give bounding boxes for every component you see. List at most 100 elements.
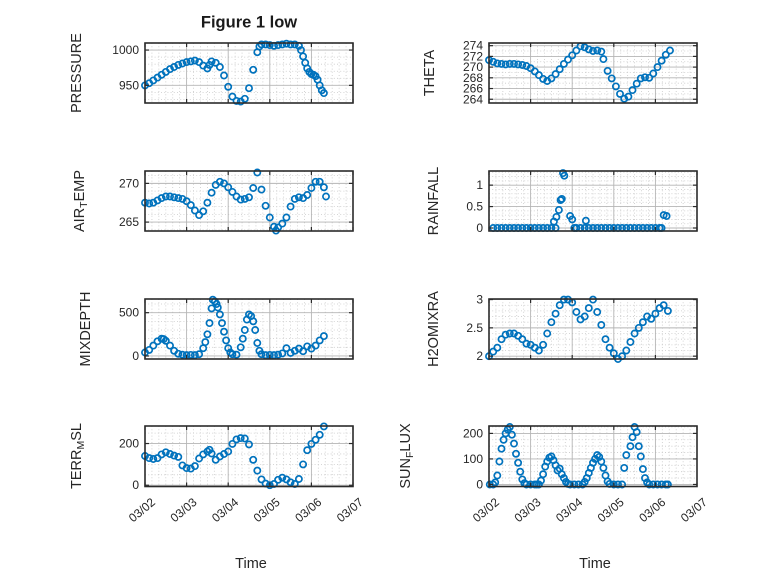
data-point	[622, 346, 631, 355]
data-point	[555, 65, 564, 74]
ylabel-text: H2OMIXRA	[426, 291, 442, 367]
data-point	[626, 442, 635, 451]
data-point	[178, 350, 187, 359]
data-point	[166, 192, 174, 201]
data-point	[653, 480, 662, 489]
y-tick-label: 274	[463, 39, 483, 53]
data-point	[253, 168, 262, 177]
data-point	[512, 449, 520, 458]
data-point	[170, 451, 179, 460]
data-point	[195, 350, 204, 359]
data-point	[628, 86, 637, 95]
data-point	[497, 444, 506, 453]
data-point	[299, 460, 308, 469]
data-point	[539, 470, 548, 479]
data-point	[501, 60, 510, 69]
data-point	[307, 439, 316, 448]
ylabel-text-post: SL	[69, 423, 85, 441]
data-point	[510, 439, 518, 448]
data-point	[593, 46, 602, 55]
subplot-sun_flux: 0 100 200 03/02 03/03 03/04 03/05 03/06 03/07	[463, 423, 710, 525]
data-point	[539, 340, 548, 349]
subplot-h2omixra: 22.53	[466, 293, 698, 363]
data-point	[166, 450, 174, 458]
x-tick-label: 03/04	[209, 495, 241, 525]
data-point	[311, 341, 320, 350]
xlabel-time-right: Time	[579, 556, 611, 572]
data-point	[166, 65, 174, 74]
data-point	[253, 466, 262, 475]
data-point	[299, 347, 308, 356]
x-tick-label: 03/06	[636, 495, 668, 525]
y-tick-label: 200	[463, 426, 483, 440]
x-tick-label: 03/05	[595, 495, 627, 525]
data-point	[207, 449, 216, 458]
x-tick-label: 03/02	[470, 495, 502, 525]
data-point	[620, 463, 629, 472]
data-point	[199, 207, 208, 216]
data-point	[232, 96, 241, 105]
y-tick-label: 0	[132, 478, 139, 492]
data-point	[630, 329, 639, 338]
y-tick-label: 0	[476, 221, 483, 235]
data-point	[618, 480, 627, 489]
data-point	[510, 59, 518, 68]
x-tick-label: 03/04	[553, 495, 585, 525]
data-point	[195, 454, 204, 463]
data-point	[253, 339, 262, 347]
data-point	[493, 343, 502, 352]
ylabel-h2omixra: H2OMIXRA	[426, 291, 442, 367]
data-point	[636, 452, 645, 461]
data-point	[265, 213, 274, 222]
data-point	[290, 40, 299, 49]
data-point	[203, 198, 212, 207]
data-point	[497, 59, 506, 68]
data-point	[240, 326, 249, 334]
data-point	[522, 480, 531, 489]
data-point	[186, 57, 195, 66]
data-point	[303, 191, 312, 199]
data-point	[249, 65, 258, 74]
data-point	[245, 84, 253, 93]
data-point	[572, 46, 581, 55]
subplot-mixdepth: 0 500	[119, 295, 354, 363]
data-point	[178, 59, 187, 68]
data-point	[505, 329, 514, 338]
data-point	[222, 336, 231, 345]
data-point	[560, 171, 569, 180]
y-tick-label: 0.5	[466, 200, 483, 214]
x-tick-label: 03/07	[334, 495, 366, 525]
data-point	[201, 338, 210, 347]
xlabel-time-left: Time	[235, 556, 267, 572]
data-point	[580, 312, 589, 321]
data-point	[507, 430, 516, 439]
y-tick-label: 100	[463, 452, 483, 466]
x-tick-label: 03/02	[126, 495, 158, 525]
data-point	[628, 433, 637, 442]
data-point	[232, 350, 241, 359]
data-point	[534, 480, 543, 489]
ylabel-air-temp: AIRTEMP	[72, 170, 90, 232]
data-point	[161, 448, 170, 457]
data-point	[589, 47, 597, 55]
data-point	[215, 63, 224, 71]
data-point	[568, 51, 577, 60]
data-point	[190, 206, 199, 215]
data-point	[638, 318, 647, 327]
data-point	[534, 71, 543, 80]
data-point	[213, 303, 222, 312]
data-point	[294, 193, 303, 202]
y-tick-label: 2.5	[466, 321, 483, 335]
data-point	[584, 304, 593, 313]
data-point	[661, 50, 670, 59]
data-point	[493, 59, 502, 68]
data-point	[240, 194, 249, 203]
data-point	[261, 40, 270, 49]
data-point	[240, 434, 249, 443]
data-point	[614, 480, 622, 489]
data-point	[593, 308, 602, 316]
data-point	[299, 52, 308, 61]
data-point	[282, 344, 291, 353]
data-point	[539, 74, 548, 83]
data-point	[634, 323, 643, 332]
